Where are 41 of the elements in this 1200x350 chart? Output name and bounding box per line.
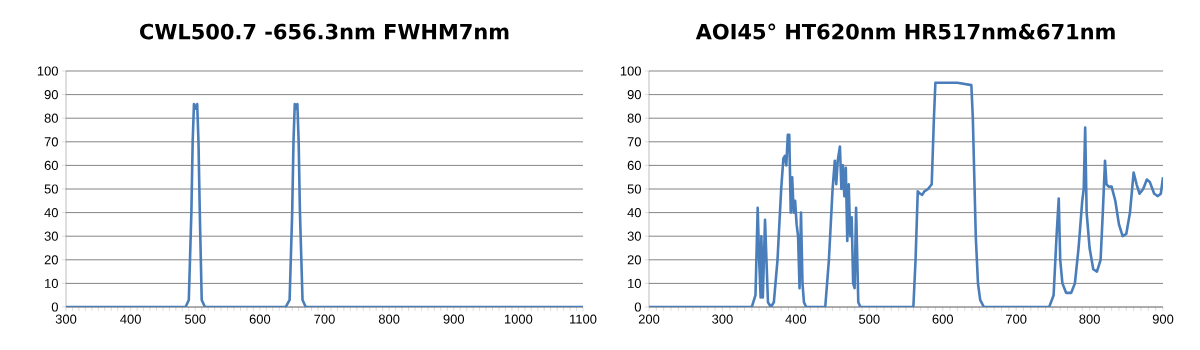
y-tick-label: 0 <box>51 302 58 312</box>
y-tick-label: 70 <box>44 137 58 147</box>
y-tick-label: 40 <box>44 208 58 218</box>
x-tick-label: 900 <box>1152 314 1174 324</box>
x-tick-label: 800 <box>1079 314 1100 324</box>
y-tick-label: 90 <box>44 90 58 100</box>
x-tick-label: 200 <box>638 314 660 324</box>
y-tick-label: 30 <box>627 231 641 241</box>
x-tick-label: 600 <box>932 314 954 324</box>
y-tick-label: 70 <box>627 137 641 147</box>
x-tick-label: 1100 <box>570 314 597 324</box>
x-tick-label: 700 <box>1006 314 1027 324</box>
y-tick-label: 80 <box>44 113 58 123</box>
x-tick-label: 300 <box>55 314 77 324</box>
y-tick-label: 0 <box>634 302 641 312</box>
y-tick-label: 100 <box>620 66 641 76</box>
x-tick-label: 600 <box>249 314 271 324</box>
y-tick-label: 30 <box>44 231 58 241</box>
chart-title: CWL500.7 -656.3nm FWHM7nm <box>140 23 509 40</box>
x-tick-label: 800 <box>378 314 400 324</box>
x-tick-label: 700 <box>314 314 335 324</box>
y-tick-label: 50 <box>627 184 641 194</box>
chart-title: AOI45° HT620nm HR517nm&671nm <box>695 23 1115 40</box>
x-tick-label: 900 <box>443 314 465 324</box>
y-tick-label: 20 <box>44 255 58 265</box>
y-tick-label: 90 <box>627 90 641 100</box>
x-tick-label: 500 <box>184 314 206 324</box>
y-tick-label: 50 <box>44 184 58 194</box>
y-tick-label: 40 <box>627 208 641 218</box>
y-tick-label: 80 <box>627 113 641 123</box>
y-tick-label: 100 <box>37 66 58 76</box>
x-tick-label: 500 <box>859 314 880 324</box>
x-tick-label: 400 <box>120 314 141 324</box>
x-tick-label: 1000 <box>504 314 533 324</box>
y-tick-label: 10 <box>628 278 641 288</box>
x-tick-label: 400 <box>785 314 807 324</box>
x-tick-label: 300 <box>712 314 733 324</box>
y-tick-label: 60 <box>627 160 641 170</box>
y-tick-label: 10 <box>45 278 58 288</box>
y-tick-label: 60 <box>44 160 58 170</box>
y-tick-label: 20 <box>627 255 641 265</box>
